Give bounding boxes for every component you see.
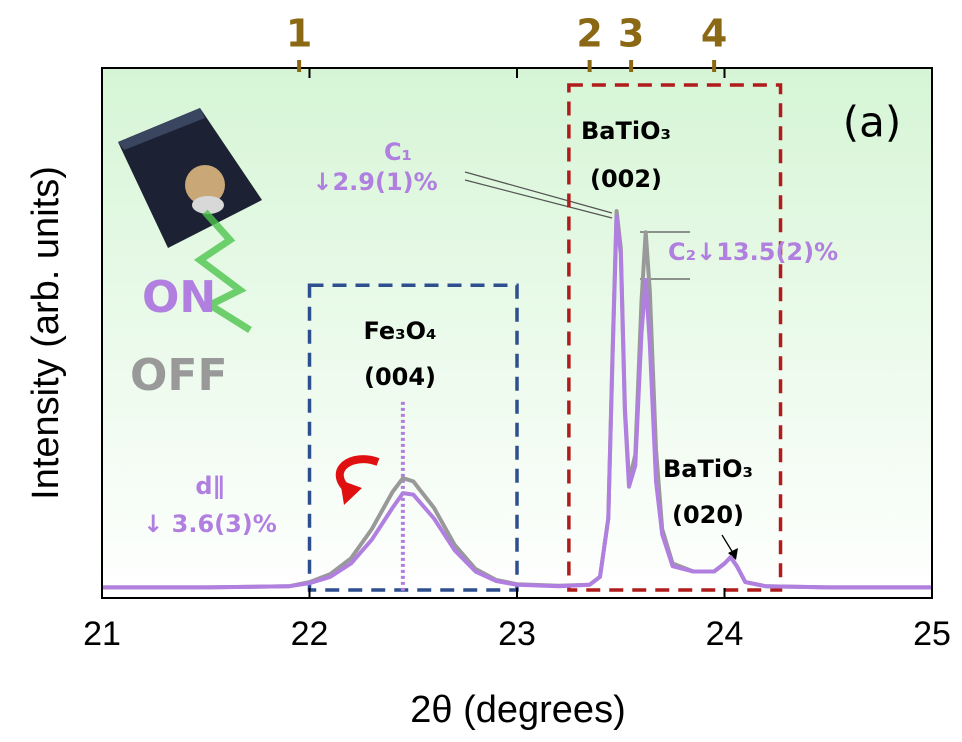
laser-icon	[118, 108, 262, 333]
annotation: BaTiO₃	[581, 117, 671, 145]
x-tick-label: 25	[913, 615, 951, 653]
annotation: (004)	[364, 363, 436, 391]
shift-arrow-head	[340, 480, 362, 505]
annotation: C₁	[384, 138, 412, 166]
annotation: (a)	[843, 98, 902, 147]
annotation: ↓ 3.6(3)%	[143, 510, 277, 538]
annotation: Fe₃O₄	[363, 317, 436, 345]
y-axis-label: Intensity (arb. units)	[25, 166, 67, 500]
annotation: BaTiO₃	[663, 455, 753, 483]
leader-line	[464, 179, 613, 219]
legend-entry: ON	[142, 272, 216, 323]
leader-arrow	[721, 534, 734, 554]
series-line	[102, 214, 932, 590]
x-tick-label: 23	[498, 615, 536, 653]
annotation: ↓2.9(1)%	[312, 168, 437, 196]
region-box	[307, 283, 519, 592]
annotation: d∥	[195, 472, 224, 500]
region-box	[567, 83, 783, 592]
leader-line	[464, 171, 613, 214]
annotation: C₂↓13.5(2)%	[668, 238, 838, 266]
legend-entry: OFF	[130, 350, 228, 401]
x-tick-label: 21	[83, 615, 121, 653]
top-marker-label: 1	[286, 12, 312, 56]
x-axis-label: 2θ (degrees)	[410, 689, 625, 731]
annotation: (020)	[672, 501, 744, 529]
top-marker-label: 3	[618, 12, 644, 56]
annotation: (002)	[590, 165, 662, 193]
top-marker-label: 2	[576, 12, 602, 56]
x-tick-label: 22	[291, 615, 329, 653]
top-marker-label: 4	[701, 12, 727, 56]
leader-arrow-head	[728, 548, 738, 560]
x-tick-label: 24	[706, 615, 744, 653]
